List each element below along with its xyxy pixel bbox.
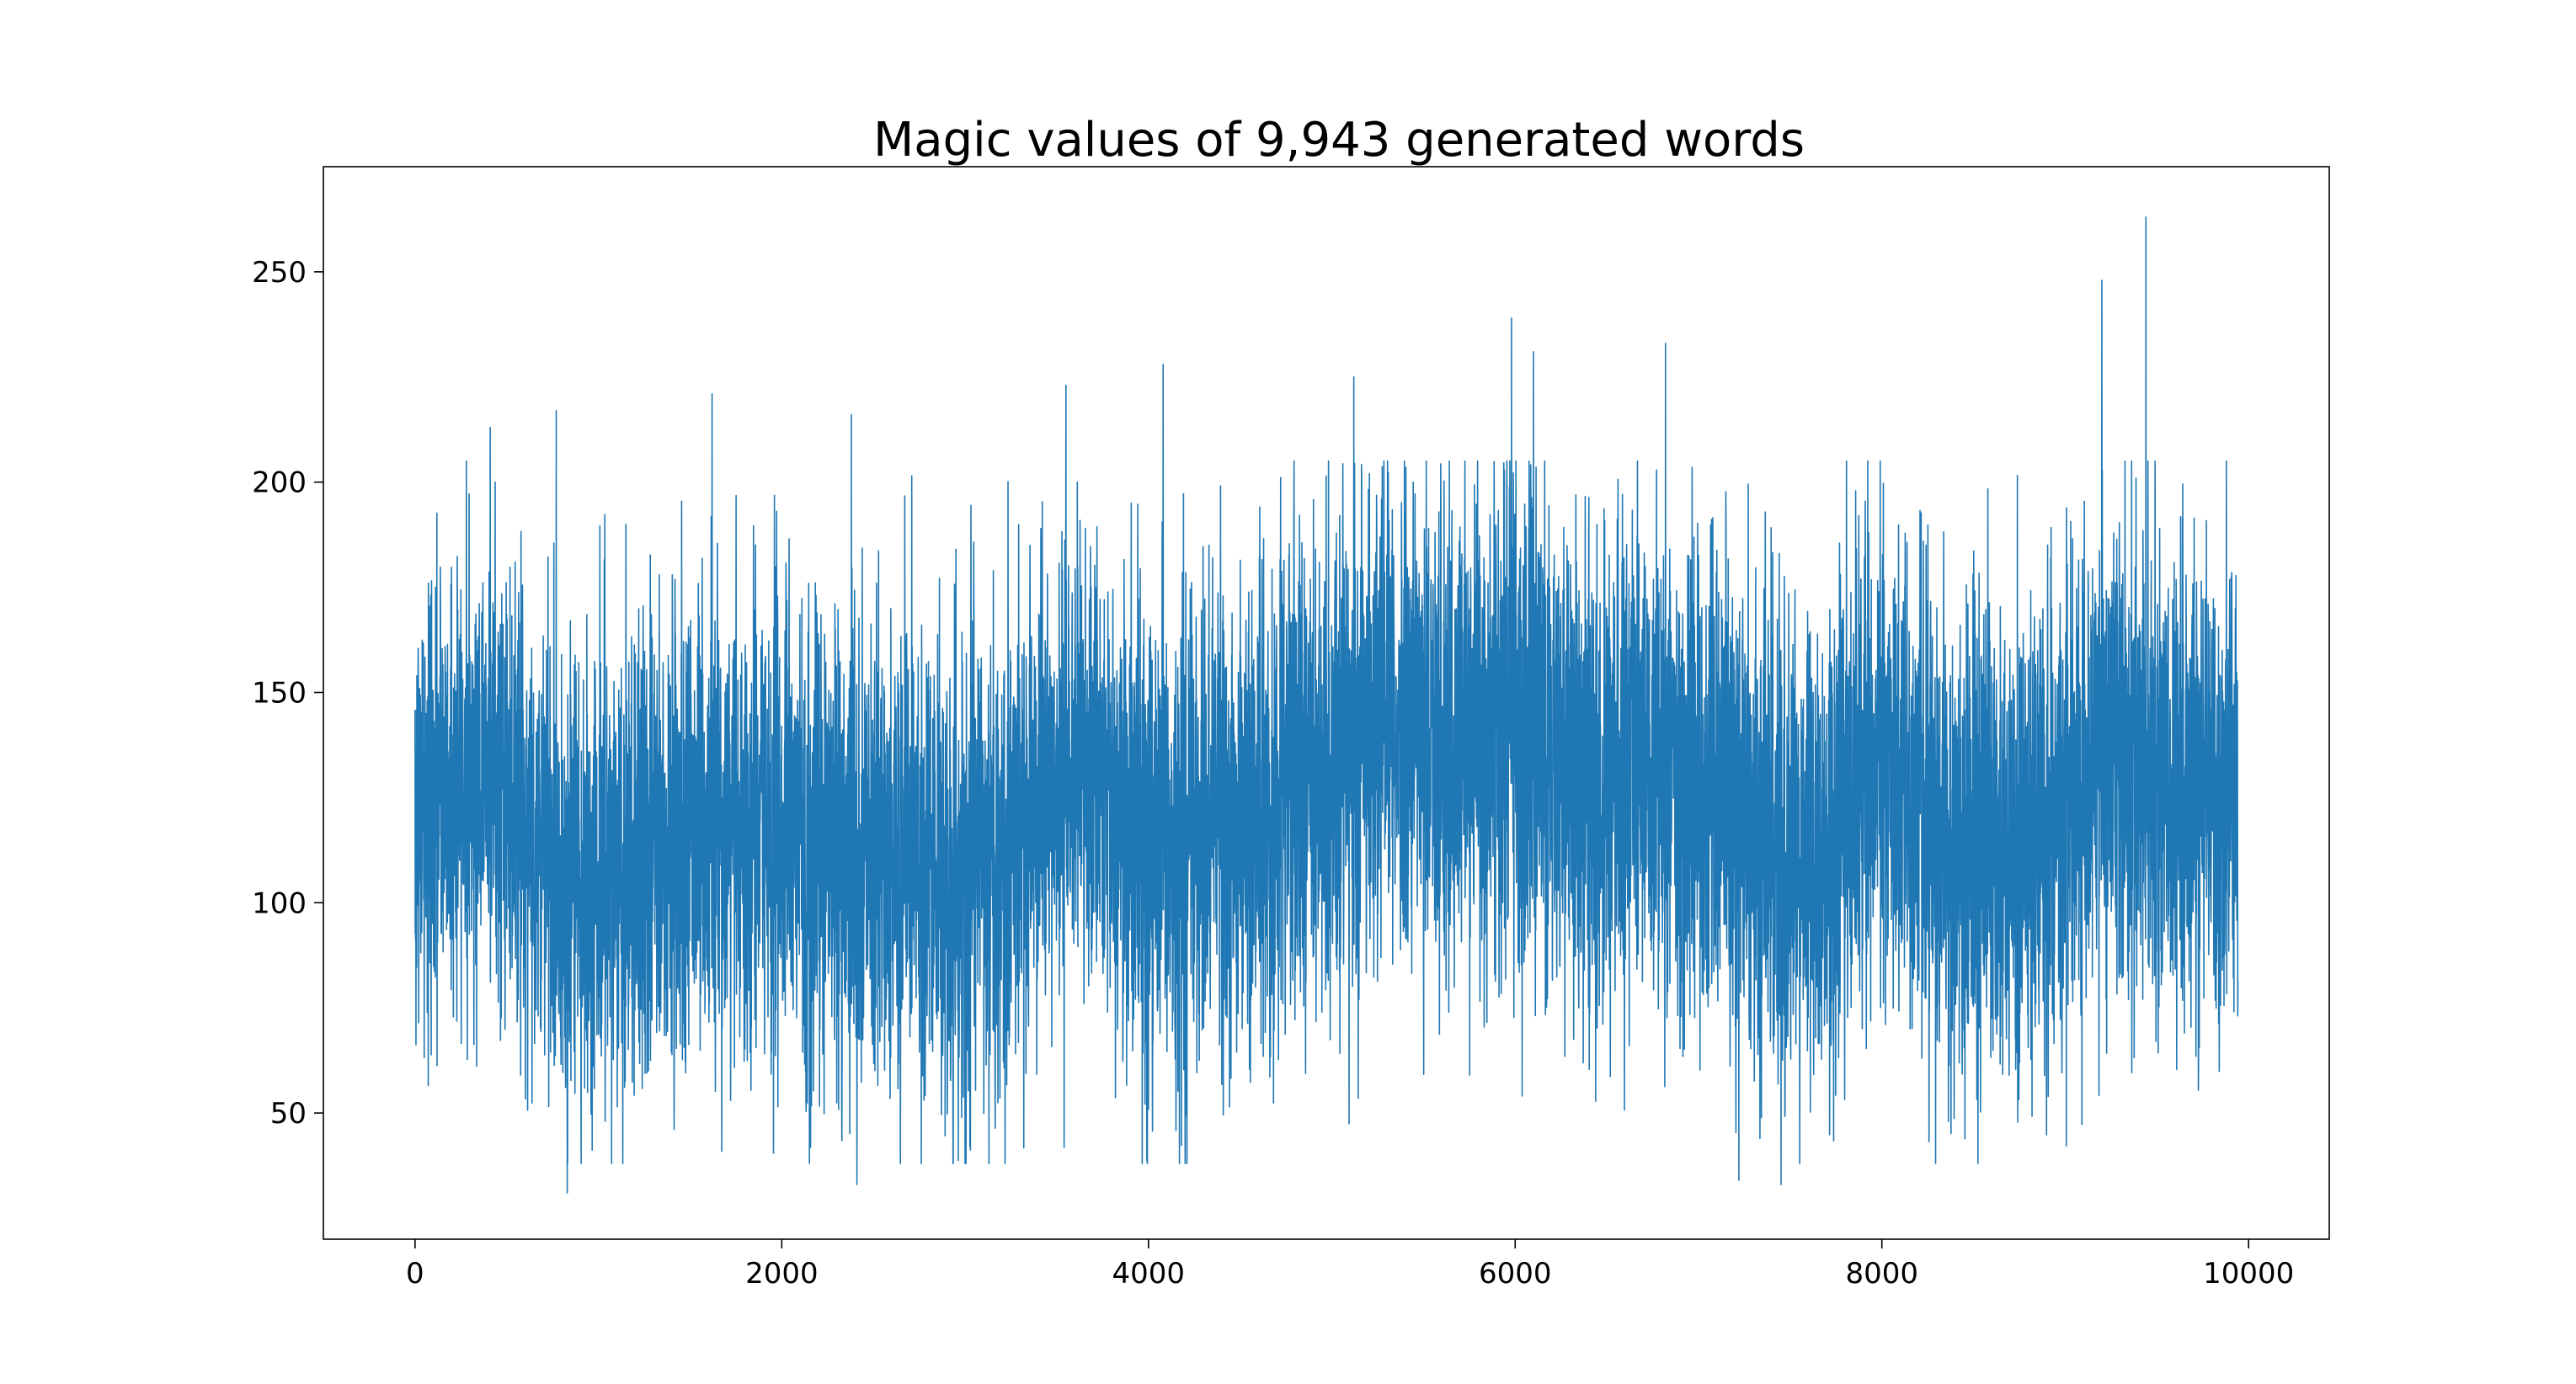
chart-title: Magic values of 9,943 generated words	[873, 113, 1805, 168]
y-tick-label: 50	[270, 1097, 307, 1131]
x-tick-label: 2000	[745, 1257, 819, 1291]
series-line	[414, 216, 2239, 1194]
x-tick-label: 10000	[2203, 1257, 2294, 1291]
axes-frame	[323, 166, 2330, 1240]
plot-area	[323, 166, 2330, 1240]
y-tick-label: 250	[252, 256, 307, 290]
x-tick-label: 6000	[1479, 1257, 1552, 1291]
y-tick-label: 100	[252, 886, 307, 920]
x-tick-label: 8000	[1845, 1257, 1918, 1291]
y-axis: 50 100 150 200 250	[252, 256, 323, 1131]
x-tick-label: 4000	[1112, 1257, 1186, 1291]
x-tick-label: 0	[406, 1257, 424, 1291]
x-axis: 0 2000 4000 6000 8000 10000	[406, 1239, 2294, 1291]
y-tick-label: 200	[252, 466, 307, 500]
y-tick-label: 150	[252, 677, 307, 711]
